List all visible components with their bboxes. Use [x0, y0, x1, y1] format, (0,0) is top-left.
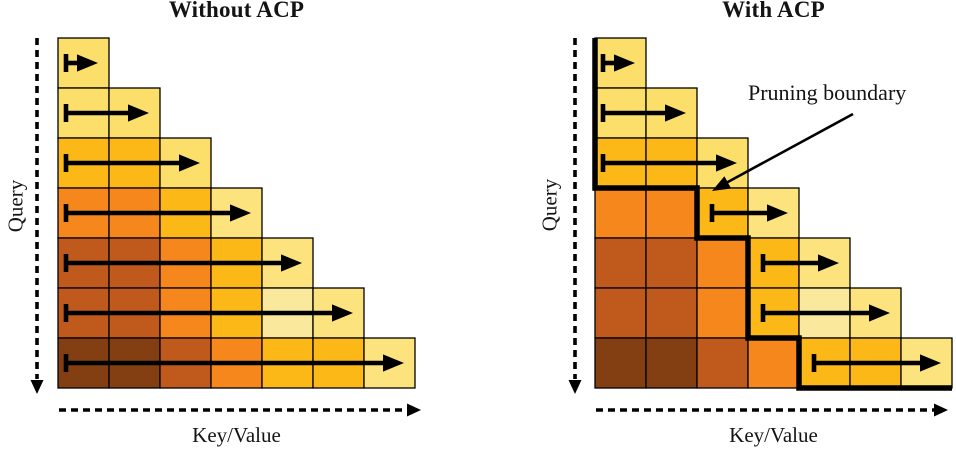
attention-cell-r5c3 [696, 237, 749, 289]
arrow-head-row5 [281, 254, 302, 272]
attention-cell-r6c2 [645, 287, 698, 339]
attention-cell-r5c2 [645, 237, 698, 289]
arrow-head-row3 [179, 154, 200, 172]
attention-cell-r5c1 [594, 237, 647, 289]
kv-axis-arrowhead [407, 403, 421, 417]
arrow-head-row2 [665, 104, 686, 122]
query-axis-label-right: Query [537, 178, 562, 232]
arrow-head-row2 [128, 104, 149, 122]
pruning-boundary-label: Pruning boundary [748, 80, 907, 105]
arrow-head-row4 [230, 204, 251, 222]
pruning-boundary-line [592, 38, 952, 391]
arrow-head-row5 [818, 254, 839, 272]
arrow-head-row7 [920, 354, 941, 372]
attention-cell-r6c1 [594, 287, 647, 339]
arrow-head-row4 [767, 204, 788, 222]
attention-cell-r4c2 [645, 187, 698, 239]
arrow-head-row1 [77, 54, 98, 72]
arrow-head-row7 [383, 354, 404, 372]
kv-axis-arrowhead [934, 403, 948, 417]
attention-cell-r7c3 [696, 337, 749, 389]
arrow-head-row3 [716, 154, 737, 172]
query-axis-arrowhead [568, 380, 582, 394]
diagram-title-without-acp: Without ACP [168, 0, 305, 22]
attention-cell-r7c2 [645, 337, 698, 389]
arrow-head-row6 [869, 304, 890, 322]
kv-axis-label-right: Key/Value [729, 423, 818, 447]
kv-axis-label-left: Key/Value [192, 423, 281, 447]
attention-cell-r7c4 [747, 337, 800, 389]
attention-cell-r6c3 [696, 287, 749, 339]
diagram-title-with-acp: With ACP [722, 0, 825, 22]
annotation-pointer-line [725, 112, 854, 185]
query-axis-label-left: Query [3, 179, 28, 233]
attention-cell-r4c1 [594, 187, 647, 239]
arrow-head-row6 [332, 304, 353, 322]
annotation-pointer-arrowhead [712, 176, 732, 191]
arrow-head-row1 [614, 54, 635, 72]
attention-cell-r7c1 [594, 337, 647, 389]
query-axis-arrowhead [30, 380, 44, 394]
